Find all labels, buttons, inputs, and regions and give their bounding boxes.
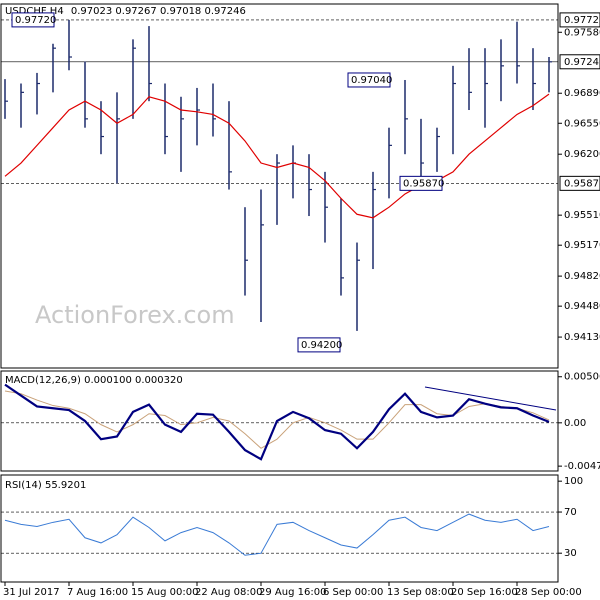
rsi-panel (0, 474, 559, 583)
annotation-box (347, 72, 391, 88)
y-tick-label: 0.005068 (564, 372, 600, 383)
level-box (559, 175, 600, 191)
x-tick-label: 28 Sep 00:00 (515, 587, 582, 598)
x-tick-label: 29 Aug 16:00 (259, 587, 326, 598)
y-tick-label: 30 (564, 548, 577, 559)
level-box (559, 54, 600, 70)
x-tick-label: 13 Sep 08:00 (387, 587, 454, 598)
macd-title: MACD(12,26,9) 0.000100 0.000320 (5, 375, 183, 386)
y-tick-label: 0.00 (564, 418, 586, 429)
chart-title: USDCHF,H4 0.97023 0.97267 0.97018 0.9724… (5, 6, 246, 17)
annotation-box (399, 175, 443, 191)
annotation-label: 0.95870 (403, 178, 444, 189)
annotation-box (11, 12, 55, 28)
x-tick-label: 6 Sep 00:00 (323, 587, 383, 598)
y-tick-label: -0.004765 (564, 461, 600, 472)
annotation-label: 0.97720 (15, 15, 56, 26)
macd-trendline (424, 386, 557, 411)
x-tick-label: 31 Jul 2017 (3, 587, 60, 598)
rsi-title: RSI(14) 55.9201 (5, 480, 86, 491)
level-label: 0.95870 (564, 178, 600, 189)
ohlc-values: 0.97023 0.97267 0.97018 0.97246 (71, 6, 246, 17)
y-tick-label: 70 (564, 507, 577, 518)
price-panel (0, 3, 559, 369)
annotation-label: 0.97040 (351, 75, 392, 86)
macd-main (4, 383, 550, 461)
moving-average (4, 93, 550, 219)
y-tick-label: 100 (564, 476, 583, 487)
x-tick-label: 7 Aug 16:00 (67, 587, 128, 598)
watermark: ActionForex.com (35, 301, 235, 329)
rsi-line (4, 513, 550, 556)
annotation-label: 0.94200 (301, 340, 342, 351)
level-label: 0.97720 (564, 15, 600, 26)
macd-panel (0, 370, 559, 472)
level-label: 0.97246 (564, 57, 600, 68)
annotation-box (297, 337, 341, 353)
x-tick-label: 22 Aug 08:00 (195, 587, 262, 598)
symbol: USDCHF,H4 (5, 6, 64, 17)
x-tick-label: 20 Sep 16:00 (451, 587, 518, 598)
x-tick-label: 15 Aug 00:00 (131, 587, 198, 598)
macd-signal (4, 390, 550, 449)
level-box (559, 12, 600, 28)
